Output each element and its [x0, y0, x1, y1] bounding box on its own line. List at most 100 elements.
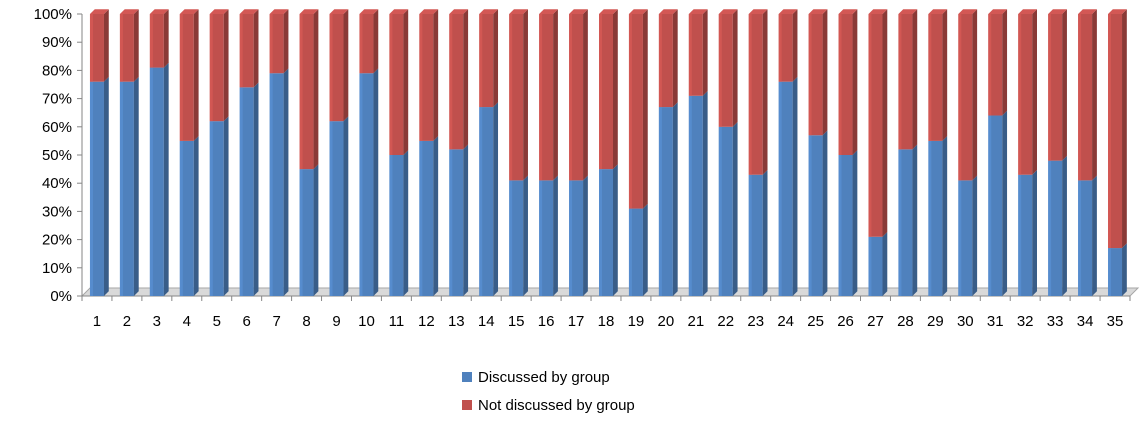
- bar-discussed-6: [239, 82, 259, 297]
- bar-not-discussed-29: [928, 9, 948, 141]
- bar-not-discussed-32: [1018, 9, 1037, 175]
- y-tick-label: 20%: [42, 232, 72, 249]
- x-tick-label: 35: [1107, 313, 1124, 330]
- bar-discussed-21: [688, 90, 708, 296]
- bar-discussed-3: [149, 62, 169, 296]
- x-tick-label: 18: [598, 313, 615, 330]
- bar-not-discussed-24: [778, 9, 798, 82]
- bar-discussed-13: [449, 144, 469, 296]
- x-tick-label: 23: [747, 313, 764, 330]
- bar-not-discussed-15: [509, 9, 528, 181]
- bar-not-discussed-3: [149, 9, 169, 68]
- bar-not-discussed-13: [449, 9, 469, 150]
- bar-not-discussed-23: [748, 9, 768, 175]
- y-tick-label: 30%: [42, 203, 72, 220]
- bar-not-discussed-4: [179, 9, 199, 141]
- bar-not-discussed-19: [628, 9, 648, 209]
- bar-not-discussed-17: [569, 9, 588, 181]
- bar-not-discussed-6: [239, 9, 259, 88]
- bar-discussed-28: [898, 144, 918, 296]
- bar-not-discussed-11: [389, 9, 409, 156]
- y-tick-label: 10%: [42, 260, 72, 277]
- x-tick-label: 3: [153, 313, 161, 330]
- bar-not-discussed-8: [299, 9, 319, 170]
- x-tick-label: 27: [867, 313, 884, 330]
- bar-not-discussed-9: [329, 9, 349, 122]
- y-tick-label: 0%: [50, 288, 72, 305]
- x-tick-label: 17: [568, 313, 585, 330]
- x-tick-label: 16: [538, 313, 555, 330]
- bar-discussed-26: [838, 150, 858, 296]
- bar-not-discussed-18: [599, 9, 618, 170]
- y-axis-ticks: 0% 10% 20% 30% 40% 50% 60% 70% 80% 90% 100%: [34, 6, 82, 305]
- x-axis-ticks: 1 2 3 4 5 6 7 8 9 10 11 12 13 14 15 16 17 18 19 20 21 22 23 24 2…: [81, 296, 1131, 330]
- bar-not-discussed-28: [898, 9, 918, 150]
- bar-not-discussed-35: [1108, 9, 1127, 249]
- bar-discussed-32: [1018, 169, 1037, 296]
- x-tick-label: 31: [987, 313, 1004, 330]
- x-tick-label: 24: [777, 313, 794, 330]
- legend-swatch: [462, 400, 472, 410]
- bar-discussed-18: [599, 164, 618, 296]
- bar-not-discussed-26: [838, 9, 858, 156]
- bar-not-discussed-21: [688, 9, 708, 96]
- legend-label: Not discussed by group: [478, 397, 635, 414]
- x-tick-label: 10: [358, 313, 375, 330]
- bar-discussed-25: [808, 130, 828, 296]
- bars-group: [89, 9, 1127, 297]
- x-tick-label: 20: [658, 313, 675, 330]
- bar-not-discussed-30: [958, 9, 978, 181]
- bar-discussed-5: [209, 116, 229, 296]
- bar-discussed-14: [479, 102, 499, 296]
- y-tick-label: 50%: [42, 147, 72, 164]
- bar-discussed-31: [988, 110, 1008, 297]
- bar-not-discussed-12: [419, 9, 439, 141]
- y-tick-label: 60%: [42, 119, 72, 136]
- bar-not-discussed-31: [988, 9, 1008, 116]
- x-tick-label: 9: [332, 313, 340, 330]
- bar-discussed-30: [958, 175, 978, 296]
- bar-not-discussed-14: [479, 9, 499, 108]
- y-tick-label: 100%: [34, 6, 72, 23]
- y-tick-label: 80%: [42, 62, 72, 79]
- y-tick-label: 90%: [42, 34, 72, 51]
- bar-discussed-8: [299, 164, 319, 296]
- bar-discussed-19: [628, 203, 648, 296]
- bar-discussed-11: [389, 150, 409, 296]
- x-tick-label: 26: [837, 313, 854, 330]
- bar-discussed-1: [89, 76, 109, 297]
- bar-discussed-20: [658, 102, 678, 296]
- bar-discussed-23: [748, 169, 768, 296]
- bar-discussed-9: [329, 116, 349, 296]
- y-tick-label: 40%: [42, 175, 72, 192]
- legend: Discussed by group Not discussed by group: [462, 369, 635, 414]
- bar-not-discussed-7: [269, 9, 289, 74]
- legend-swatch: [462, 372, 472, 382]
- legend-label: Discussed by group: [478, 369, 610, 386]
- x-tick-label: 1: [93, 313, 101, 330]
- y-tick-label: 70%: [42, 91, 72, 108]
- x-tick-label: 19: [628, 313, 645, 330]
- bar-discussed-16: [539, 175, 558, 296]
- bar-not-discussed-10: [359, 9, 379, 74]
- bar-discussed-34: [1078, 175, 1097, 296]
- bar-discussed-12: [419, 136, 439, 296]
- bar-discussed-33: [1048, 155, 1067, 296]
- x-tick-label: 8: [302, 313, 310, 330]
- bar-discussed-7: [269, 68, 289, 296]
- bar-not-discussed-34: [1078, 9, 1097, 181]
- bar-not-discussed-33: [1048, 9, 1067, 161]
- x-tick-label: 34: [1077, 313, 1094, 330]
- bar-not-discussed-22: [718, 9, 738, 127]
- x-tick-label: 14: [478, 313, 495, 330]
- x-tick-label: 13: [448, 313, 465, 330]
- x-tick-label: 21: [687, 313, 704, 330]
- x-tick-label: 33: [1047, 313, 1064, 330]
- legend-item-discussed: Discussed by group: [462, 369, 610, 386]
- bar-not-discussed-27: [868, 9, 888, 237]
- bar-not-discussed-25: [808, 9, 828, 136]
- bar-discussed-29: [928, 136, 948, 296]
- bar-discussed-2: [119, 76, 139, 297]
- bar-discussed-24: [778, 76, 798, 297]
